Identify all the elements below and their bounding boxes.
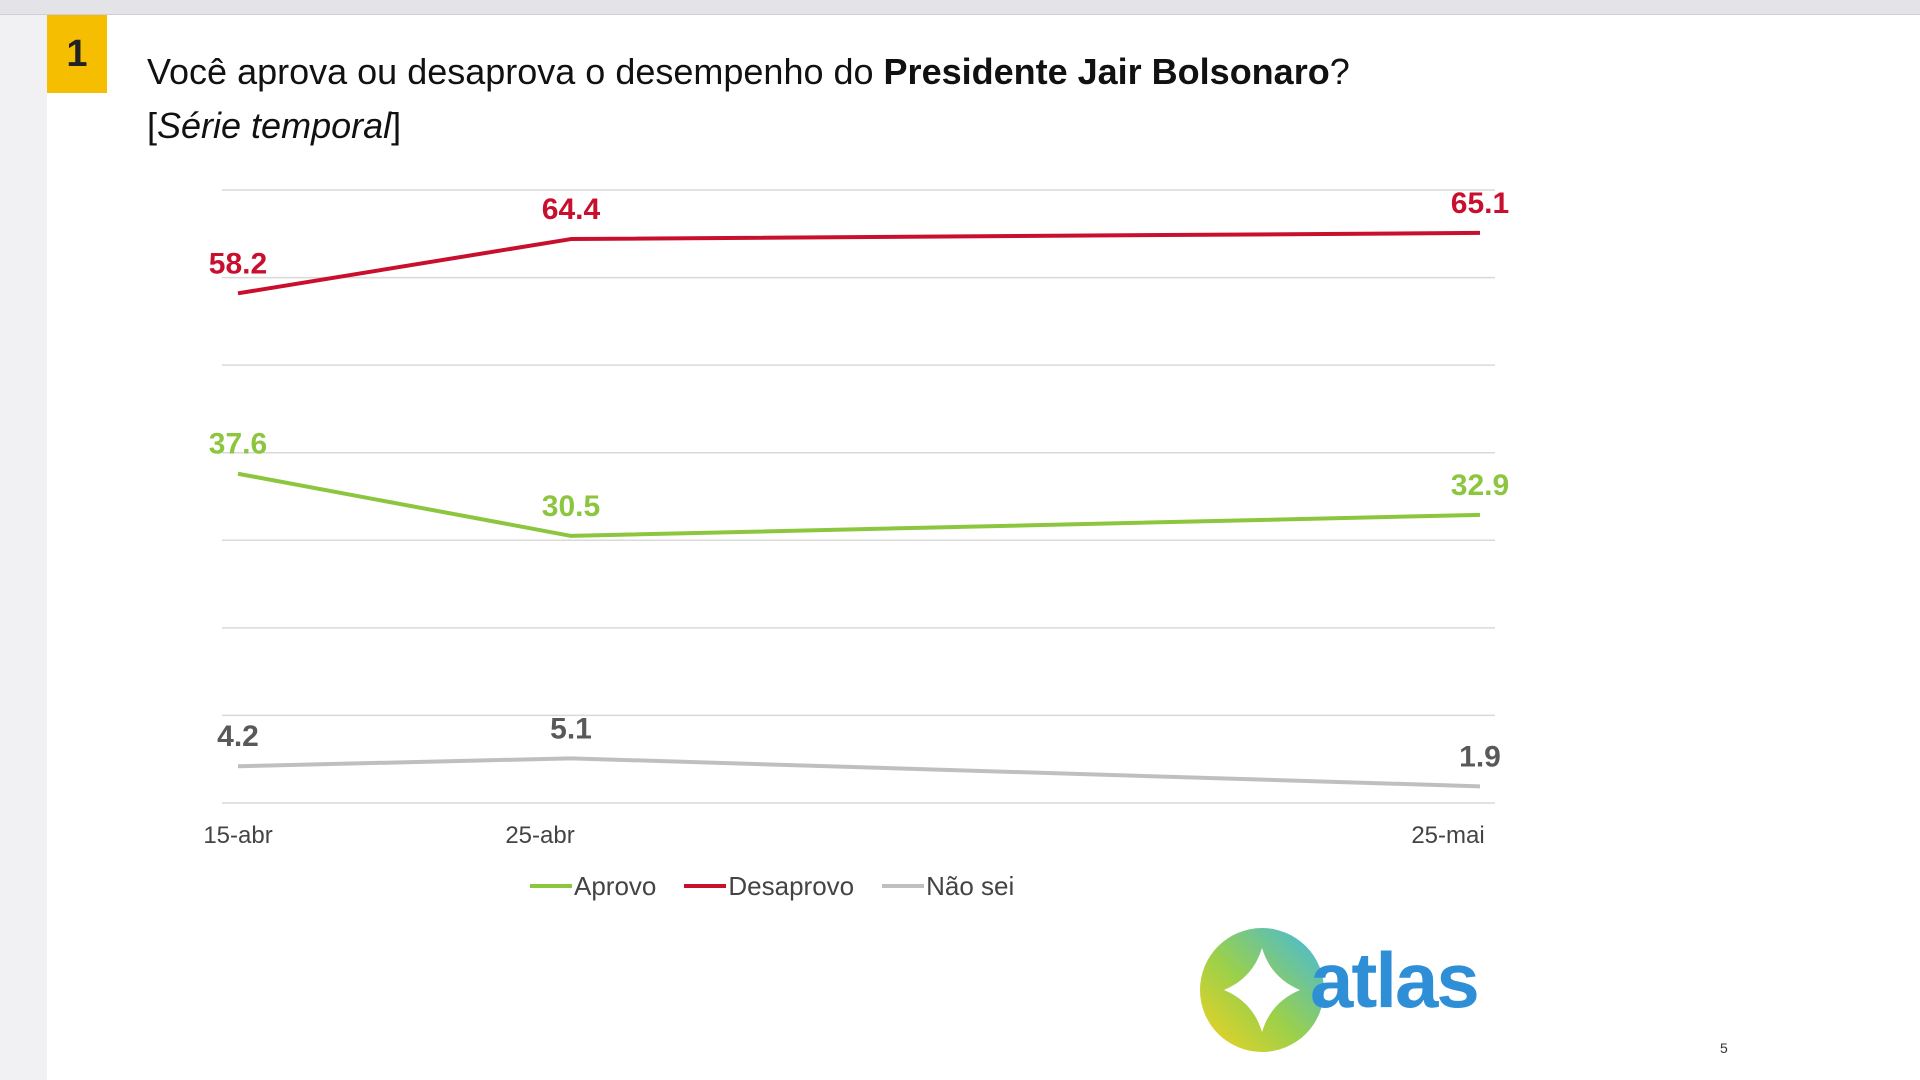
chart-series-lines (237, 230, 1481, 789)
series-line-aprovo (237, 471, 1481, 538)
legend-label: Desaprovo (728, 870, 855, 901)
legend-swatch (530, 884, 572, 888)
legend-entry: Não sei (882, 871, 1014, 902)
title-end: ? (1329, 51, 1350, 92)
question-number-badge: 1 (47, 15, 107, 93)
chart-gridlines (222, 189, 1495, 804)
data-label: 30.5 (542, 490, 600, 523)
chart-data-labels: 37.6 30.5 32.9 58.2 64.4 65.1 4.2 5.1 1.9 (209, 187, 1509, 773)
data-label: 32.9 (1451, 469, 1509, 502)
data-label: 1.9 (1459, 740, 1501, 773)
subtitle-close: ] (391, 105, 402, 146)
data-label: 58.2 (209, 247, 267, 280)
title-text: Você aprova ou desaprova o desempenho do (147, 51, 884, 92)
data-label: 4.2 (217, 720, 259, 753)
chart-x-tick-labels: 15-abr 25-abr 25-mai (203, 822, 1484, 849)
legend-label: Aprovo (574, 870, 657, 901)
x-tick-label: 25-abr (505, 822, 574, 849)
logo-text: atlas (1310, 936, 1480, 1024)
x-tick-label: 15-abr (203, 822, 272, 849)
question-title: Você aprova ou desaprova o desempenho do… (147, 45, 1647, 153)
legend-entry: Aprovo (530, 871, 656, 902)
data-label: 5.1 (550, 712, 592, 745)
subtitle-italic: Série temporal (157, 105, 392, 146)
series-line-não-sei (237, 756, 1481, 789)
legend-swatch (684, 884, 727, 888)
viewer-top-bar (0, 0, 1920, 15)
x-tick-label: 25-mai (1411, 822, 1484, 849)
data-label: 37.6 (209, 428, 267, 461)
legend-entry: Desaprovo (684, 871, 854, 902)
atlas-logo-icon (1200, 928, 1324, 1052)
page-number: 5 (1720, 1040, 1728, 1056)
data-label: 64.4 (542, 193, 601, 226)
data-label: 65.1 (1451, 187, 1509, 220)
legend-swatch (882, 884, 925, 888)
series-line-desaprovo (237, 230, 1481, 296)
chart-legend: Aprovo Desaprovo Não sei (530, 868, 1014, 904)
slide: 1 Você aprova ou desaprova o desempenho … (47, 15, 1920, 1080)
legend-label: Não sei (926, 870, 1015, 901)
title-bold: Presidente Jair Bolsonaro (883, 51, 1330, 92)
subtitle-open: [ (147, 105, 158, 146)
